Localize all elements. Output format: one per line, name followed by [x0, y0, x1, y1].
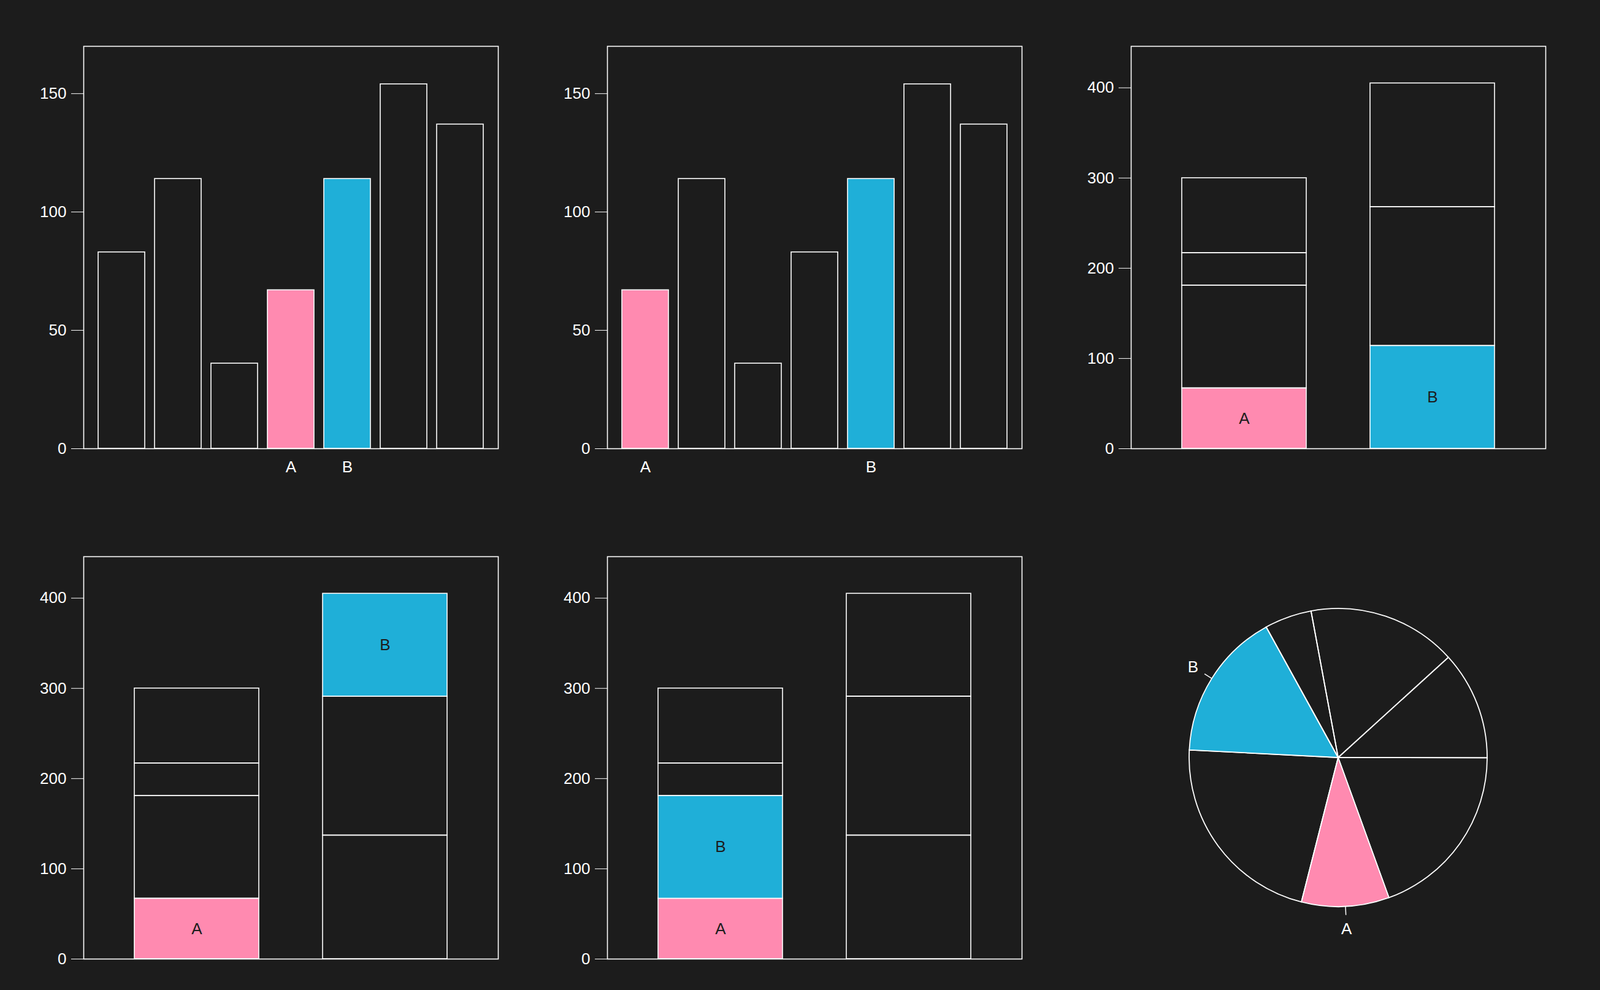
svg-text:0: 0	[1105, 439, 1114, 458]
svg-text:A: A	[191, 919, 203, 938]
svg-text:A: A	[640, 457, 652, 476]
svg-text:100: 100	[563, 859, 590, 878]
svg-text:300: 300	[39, 678, 67, 698]
svg-text:150: 150	[563, 84, 590, 103]
svg-text:A: A	[1238, 409, 1250, 428]
svg-text:200: 200	[563, 769, 590, 788]
svg-text:100: 100	[563, 202, 590, 221]
svg-text:B: B	[715, 837, 726, 856]
svg-text:400: 400	[563, 588, 590, 607]
svg-text:B: B	[1427, 387, 1438, 406]
svg-text:B: B	[865, 457, 877, 476]
svg-text:400: 400	[39, 588, 67, 607]
svg-text:400: 400	[1087, 77, 1114, 97]
svg-text:0: 0	[57, 439, 67, 458]
svg-text:100: 100	[1087, 348, 1114, 368]
svg-text:A: A	[285, 457, 297, 476]
svg-text:0: 0	[57, 949, 67, 968]
svg-text:300: 300	[563, 678, 590, 698]
svg-text:0: 0	[581, 949, 590, 968]
svg-text:A: A	[715, 919, 727, 938]
svg-text:B: B	[1187, 657, 1199, 676]
svg-text:300: 300	[1087, 168, 1114, 188]
svg-text:200: 200	[1087, 258, 1114, 278]
svg-text:B: B	[342, 457, 353, 476]
svg-text:A: A	[1341, 919, 1353, 938]
svg-text:B: B	[379, 635, 391, 654]
svg-text:200: 200	[39, 769, 67, 788]
svg-text:50: 50	[49, 320, 67, 340]
svg-text:0: 0	[581, 439, 590, 458]
svg-text:50: 50	[572, 320, 591, 340]
svg-text:100: 100	[39, 202, 67, 221]
svg-text:100: 100	[39, 859, 67, 878]
svg-text:150: 150	[39, 84, 67, 103]
